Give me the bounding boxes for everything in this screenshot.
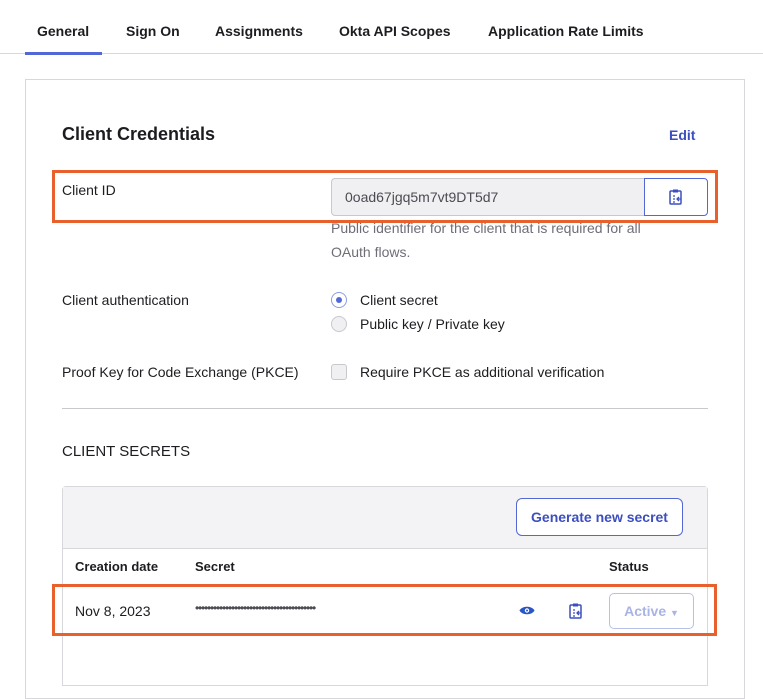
section-divider bbox=[62, 408, 708, 409]
status-value: Active bbox=[624, 603, 667, 619]
column-header-secret: Secret bbox=[195, 559, 235, 574]
pkce-checkbox-label[interactable]: Require PKCE as additional verification bbox=[360, 364, 605, 380]
tab-application-rate-limits[interactable]: Application Rate Limits bbox=[488, 23, 644, 39]
client-id-help: Public identifier for the client that is… bbox=[331, 220, 641, 260]
active-tab-indicator bbox=[25, 52, 102, 55]
section-title: Client Credentials bbox=[62, 124, 216, 144]
secret-value: •••••••••••••••••••••••••••••••••••••••• bbox=[195, 601, 316, 615]
column-header-status: Status bbox=[609, 559, 649, 574]
generate-new-secret-button[interactable]: Generate new secret bbox=[516, 498, 683, 536]
radio-client-secret-label[interactable]: Client secret bbox=[360, 292, 438, 308]
status-dropdown[interactable]: Active ▼ bbox=[609, 593, 694, 629]
tab-sign-on[interactable]: Sign On bbox=[126, 23, 180, 39]
client-id-field[interactable]: 0oad67jgq5m7vt9DT5d7 bbox=[331, 178, 645, 216]
clipboard-icon bbox=[669, 189, 682, 205]
tab-divider bbox=[0, 53, 763, 54]
radio-client-secret[interactable] bbox=[331, 292, 347, 308]
pkce-label: Proof Key for Code Exchange (PKCE) bbox=[62, 364, 299, 380]
client-secrets-title: CLIENT SECRETS bbox=[62, 443, 191, 460]
copy-secret-icon[interactable] bbox=[569, 603, 583, 619]
client-id-label: Client ID bbox=[62, 182, 116, 198]
creation-date: Nov 8, 2023 bbox=[75, 603, 151, 619]
radio-public-private-key-label[interactable]: Public key / Private key bbox=[360, 316, 505, 332]
radio-public-private-key[interactable] bbox=[331, 316, 347, 332]
highlight-box-client-id bbox=[52, 170, 718, 223]
client-auth-label: Client authentication bbox=[62, 292, 189, 308]
tab-general[interactable]: General bbox=[37, 23, 90, 39]
highlight-box-secret-row bbox=[52, 584, 717, 636]
tab-okta-api-scopes[interactable]: Okta API Scopes bbox=[339, 23, 451, 39]
tab-assignments[interactable]: Assignments bbox=[215, 23, 303, 39]
caret-down-icon: ▼ bbox=[670, 608, 679, 618]
edit-link[interactable]: Edit bbox=[669, 127, 696, 143]
pkce-checkbox[interactable] bbox=[331, 364, 347, 380]
column-header-creation-date: Creation date bbox=[75, 559, 159, 574]
copy-client-id-button[interactable] bbox=[644, 178, 708, 216]
eye-icon[interactable] bbox=[519, 605, 535, 616]
